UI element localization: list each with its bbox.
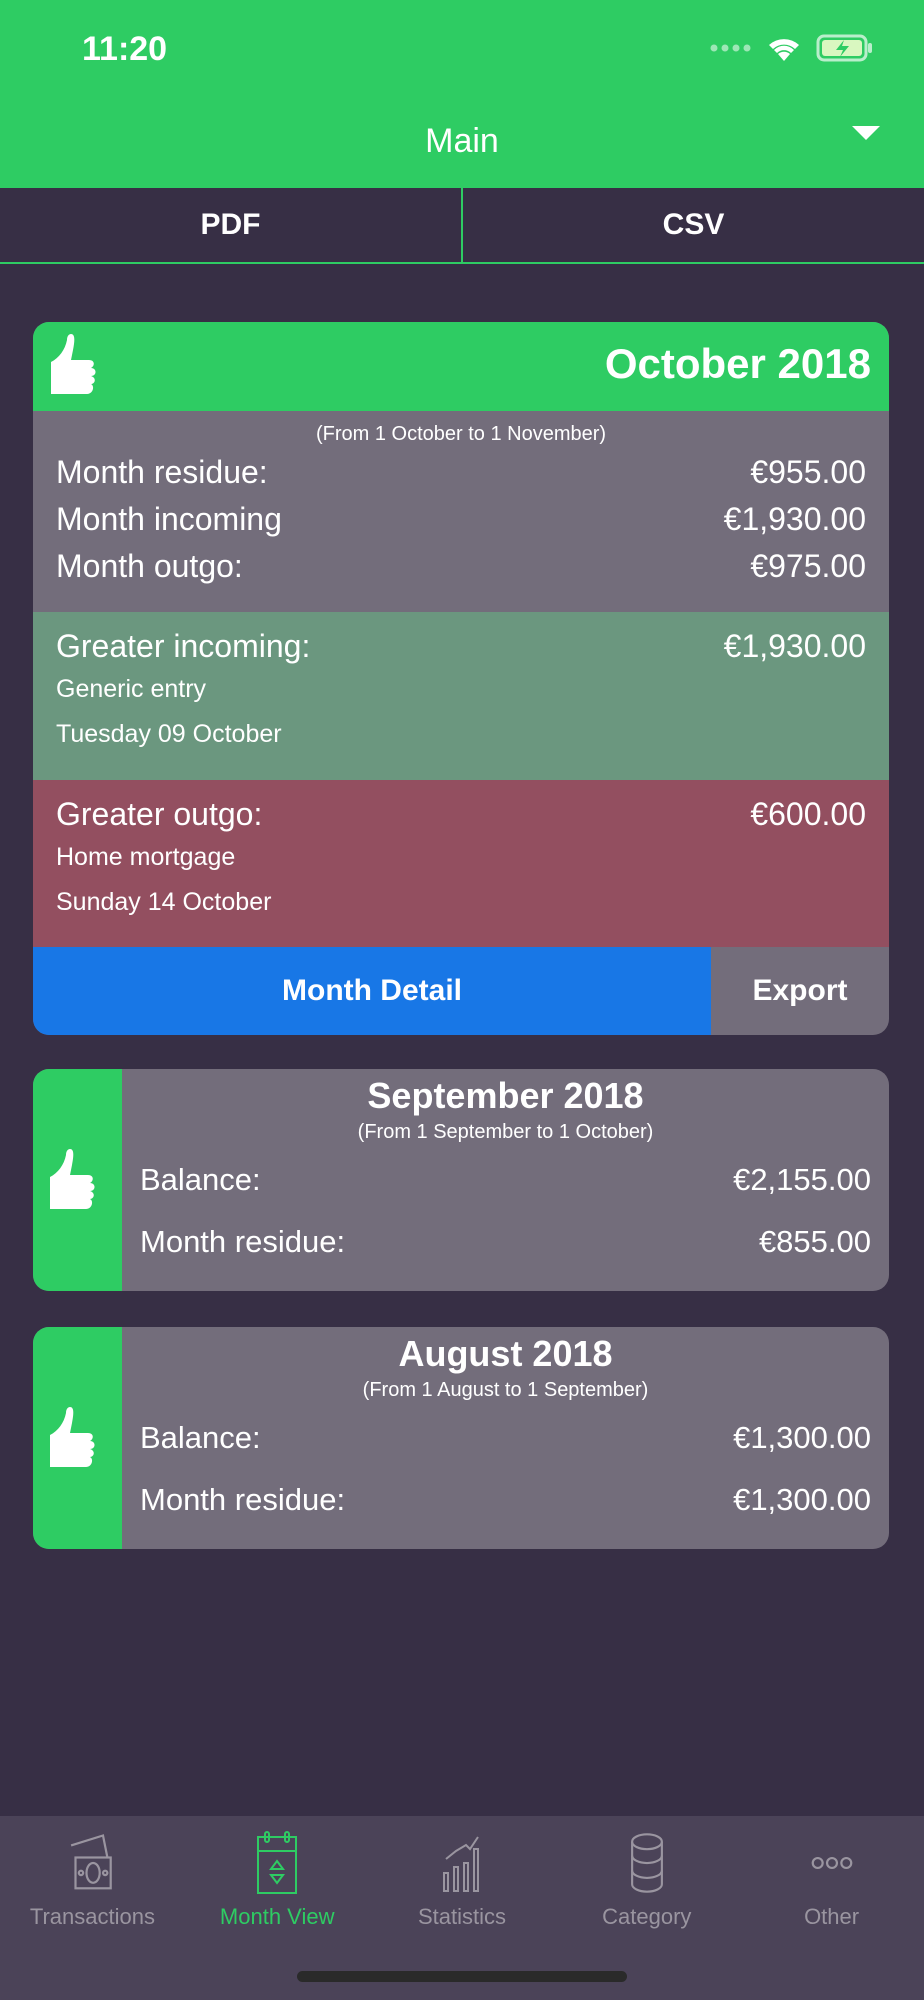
row-value: €975.00 [750,548,866,584]
wifi-icon [769,39,799,61]
csv-export-button[interactable]: CSV [662,208,725,241]
greater-incoming-row: Greater incoming: €1,930.00 [33,628,889,665]
status-strip [33,1069,122,1291]
row-label: Greater incoming: [56,628,311,664]
money-icon [71,1834,113,1890]
tab-other[interactable]: Other [739,1816,924,2000]
tab-label: Transactions [29,1904,155,1929]
status-strip [33,1327,122,1549]
tab-label: Statistics [417,1904,506,1929]
home-indicator [297,1971,627,1982]
row-value: €600.00 [750,796,866,832]
tab-label: Month View [219,1904,335,1929]
month-range: (From 1 September to 1 October) [357,1121,654,1143]
entry-date: Tuesday 09 October [56,720,282,748]
greater-outgo-section: Greater outgo: €600.00 Home mortgage Sund… [33,780,889,947]
battery-charging-icon [816,34,872,62]
entry-name: Home mortgage [56,843,236,871]
thumbs-up-icon [49,1407,94,1467]
balance-row: Balance: €2,155.00 [122,1162,889,1198]
database-icon [630,1833,663,1893]
thumbs-up-icon [51,334,96,394]
summary-row: Month outgo: €975.00 [33,548,889,585]
tab-transactions[interactable]: Transactions [0,1816,185,2000]
entry-date: Sunday 14 October [56,888,272,916]
thumbs-up-icon [49,1149,94,1209]
month-range: (From 1 October to 1 November) [315,423,607,445]
card-header: October 2018 [33,322,889,411]
row-value: €855.00 [758,1224,871,1259]
row-value: €1,300.00 [733,1420,871,1455]
row-label: Month outgo: [56,548,243,584]
greater-outgo-row: Greater outgo: €600.00 [33,796,889,833]
row-value: €955.00 [750,454,866,490]
row-label: Month incoming [56,501,282,537]
tab-statistics[interactable]: Statistics [370,1816,555,2000]
summary-row: Month residue: €955.00 [33,454,889,491]
tab-label: Category [602,1904,692,1929]
current-month-card: October 2018 (From 1 October to 1 Novemb… [33,322,889,1035]
signal-icon [710,44,751,52]
export-bar: PDF CSV [0,188,924,264]
more-icon [811,1856,852,1870]
dropdown-arrow-icon[interactable] [852,126,880,140]
export-button[interactable]: Export [752,974,848,1007]
row-value: €1,930.00 [723,628,866,664]
residue-row: Month residue: €1,300.00 [122,1482,889,1518]
tab-category[interactable]: Category [554,1816,739,2000]
chart-icon [442,1836,479,1892]
row-label: Balance: [140,1162,261,1197]
entry-name: Generic entry [56,675,207,703]
month-range: (From 1 August to 1 September) [362,1379,649,1401]
row-label: Greater outgo: [56,796,263,832]
row-value: €1,930.00 [723,501,866,537]
summary-row: Month incoming €1,930.00 [33,501,889,538]
tab-bar: Transactions Month View Statistics Categ… [0,1816,924,2000]
tab-label: Other [804,1904,860,1929]
status-time: 11:20 [82,30,168,68]
row-label: Month residue: [56,454,268,490]
pdf-export-button[interactable]: PDF [0,188,463,262]
month-detail-button[interactable]: Month Detail [33,947,711,1035]
account-title[interactable]: Main [425,122,499,160]
header [0,0,924,188]
row-label: Balance: [140,1420,261,1455]
summary-section: (From 1 October to 1 November) Month res… [33,411,889,612]
balance-row: Balance: €1,300.00 [122,1420,889,1456]
row-label: Month residue: [140,1224,346,1259]
greater-incoming-section: Greater incoming: €1,930.00 Generic entry… [33,612,889,780]
tab-month-view[interactable]: Month View [185,1816,370,2000]
month-title: September 2018 [367,1075,644,1116]
row-value: €2,155.00 [733,1162,871,1197]
past-month-card[interactable]: September 2018 (From 1 September to 1 Oc… [33,1069,889,1291]
residue-row: Month residue: €855.00 [122,1224,889,1260]
past-month-card[interactable]: August 2018 (From 1 August to 1 Septembe… [33,1327,889,1549]
month-title: October 2018 [604,340,871,387]
row-value: €1,300.00 [733,1482,871,1517]
card-actions: Month Detail Export [33,947,889,1035]
month-title: August 2018 [398,1333,613,1374]
status-icons [710,34,874,62]
row-label: Month residue: [140,1482,346,1517]
calendar-icon [257,1831,298,1894]
